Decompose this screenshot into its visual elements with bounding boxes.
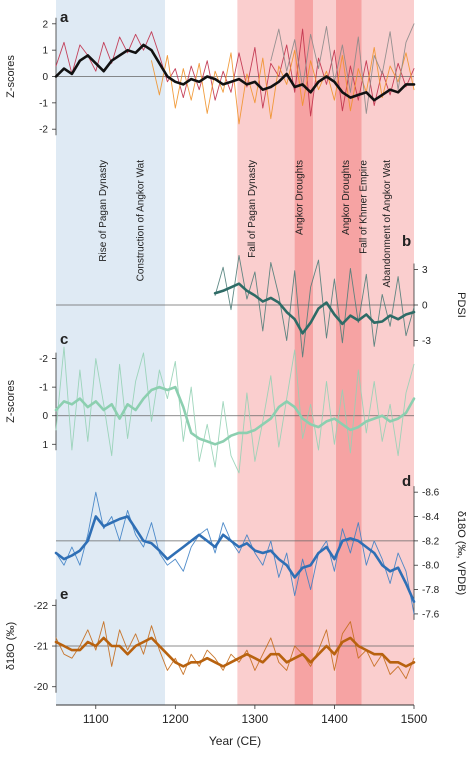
series-line-d-0 [55, 491, 415, 615]
panel-e: -22 -21 -20 δ18O (‰) e [5, 586, 416, 693]
y-tick-label-d: -7.6 [422, 609, 440, 620]
series-line-c-1 [54, 385, 416, 446]
panel-letter-a: a [60, 9, 69, 26]
event-label-2: Fall of Pagan Dynasty [247, 160, 258, 258]
y-axis-label-d: δ18O (‰, VPDB) [455, 511, 467, 595]
series-line-b-0 [214, 254, 415, 358]
event-label-6: Abandonment of Angkor Wat [382, 160, 393, 288]
panel-letter-d: d [402, 473, 411, 490]
y-tick-label-e: -21 [34, 642, 49, 653]
y-tick-label-d: -8.2 [422, 536, 440, 547]
panels: -2 -1 0 1 2 Z-scores a -3 0 3 PDSI b -2 -1 0 1 Z-scores c… [5, 9, 467, 693]
series-line-a-0 [55, 28, 415, 117]
y-tick-label-a: -1 [39, 98, 48, 109]
y-tick-label-a: 0 [42, 72, 48, 83]
y-tick-label-b: 0 [422, 301, 428, 312]
x-axis: 1100 1200 1300 1400 1500 Year (CE) [56, 704, 428, 748]
event-label-5: Fall of Khmer Empire [358, 160, 369, 254]
y-tick-label-a: 2 [42, 19, 48, 30]
x-tick-label: 1200 [162, 712, 189, 726]
shaded-period-0 [56, 0, 165, 705]
panel-letter-c: c [60, 331, 68, 348]
event-labels: Rise of Pagan Dynasty Construction of Ang… [98, 160, 393, 288]
panel-letter-b: b [402, 233, 411, 250]
y-tick-label-a: -2 [39, 125, 48, 136]
y-tick-label-b: 3 [422, 265, 428, 276]
panel-b: -3 0 3 PDSI b [56, 233, 467, 358]
y-tick-label-d: -7.8 [422, 585, 440, 596]
event-label-4: Angkor Droughts [341, 160, 352, 235]
x-axis-label: Year (CE) [209, 734, 261, 748]
panel-c: -2 -1 0 1 Z-scores c [5, 331, 416, 474]
shaded-period-3 [336, 0, 362, 705]
y-tick-label-c: 0 [42, 411, 48, 422]
y-tick-label-e: -22 [34, 601, 49, 612]
x-tick-label: 1500 [401, 712, 428, 726]
y-tick-label-c: -2 [39, 354, 48, 365]
y-tick-label-d: -8.4 [422, 512, 440, 523]
y-axis-label-b: PDSI [455, 292, 467, 318]
y-axis-label-a: Z-scores [5, 55, 17, 98]
event-label-0: Rise of Pagan Dynasty [98, 160, 109, 262]
series-line-d-1 [54, 515, 416, 604]
series-line-a-3 [54, 43, 416, 102]
y-axis-label-e: δ18O (‰) [5, 622, 17, 670]
event-label-1: Construction of Angkor Wat [136, 160, 147, 282]
shaded-period-2 [294, 0, 313, 705]
y-tick-label-a: 1 [42, 46, 48, 57]
x-tick-label: 1400 [321, 712, 348, 726]
shaded-period-1 [237, 0, 414, 705]
x-tick-label: 1300 [242, 712, 269, 726]
panel-d: -8.6 -8.4 -8.2 -8.0 -7.8 -7.6 δ18O (‰, VPDB) d [54, 473, 467, 620]
y-tick-label-d: -8.6 [422, 488, 440, 499]
panel-a: -2 -1 0 1 2 Z-scores a [5, 9, 416, 136]
series-line-b-1 [213, 282, 416, 335]
event-label-3: Angkor Droughts [295, 160, 306, 235]
series-line-a-2 [270, 23, 415, 114]
series-line-e-1 [54, 636, 416, 668]
y-tick-label-b: -3 [422, 336, 431, 347]
y-tick-label-c: 1 [42, 440, 48, 451]
y-axis-label-c: Z-scores [5, 380, 17, 423]
panel-letter-e: e [60, 586, 68, 603]
shaded-periods [56, 0, 414, 705]
y-tick-label-e: -20 [34, 682, 49, 693]
y-tick-label-d: -8.0 [422, 561, 440, 572]
y-tick-label-c: -1 [39, 383, 48, 394]
x-tick-label: 1100 [83, 712, 109, 726]
series-line-e-0 [55, 621, 415, 680]
